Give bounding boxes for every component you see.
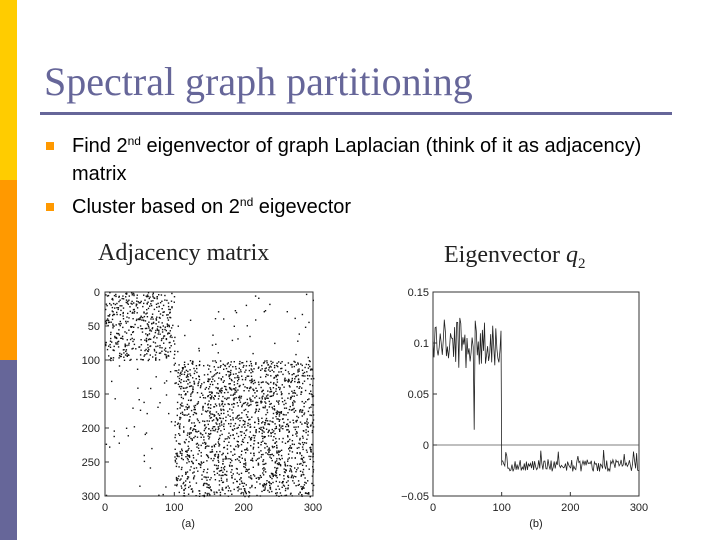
- eigenvector-title-subscript: 2: [577, 255, 586, 272]
- eigenvector-y-tick-label: 0: [423, 440, 429, 452]
- slide-title: Spectral graph partitioning: [44, 59, 473, 104]
- adjacency-dots: [105, 292, 315, 498]
- adjacency-plot-frame: [104, 291, 314, 497]
- adjacency-x-tick-label: 100: [165, 502, 183, 514]
- adjacency-chart-title: Adjacency matrix: [98, 240, 270, 266]
- adjacency-y-tick-label: 200: [82, 423, 100, 435]
- eigenvector-x-tick-label: 0: [430, 502, 436, 514]
- adjacency-x-tick-label: 200: [234, 502, 252, 514]
- adjacency-y-tick-label: 50: [88, 321, 100, 333]
- bullet-2-superscript: nd: [239, 195, 254, 209]
- eigenvector-chart-title: Eigenvector q2: [444, 242, 585, 273]
- eigenvector-plot-frame: [432, 291, 640, 497]
- square-bullet-icon: [46, 142, 54, 150]
- eigenvector-chart: 0.150.10.050−0.050 100 200 300(b): [401, 287, 648, 530]
- adjacency-y-tick-label: 100: [82, 355, 100, 367]
- bullet-2-text-post: eigevector: [253, 196, 352, 218]
- eigenvector-x-tick-label: 100: [492, 502, 510, 514]
- adjacency-x-tick-label: 300: [304, 502, 322, 514]
- eigenvector-y-tick-label: 0.1: [414, 338, 429, 350]
- eigenvector-title-text: Eigenvector: [444, 242, 560, 268]
- eigenvector-x-tick-label: 200: [561, 502, 579, 514]
- adjacency-y-tick-label: 0: [94, 287, 100, 299]
- accent-bar-middle: [0, 180, 17, 360]
- bullet-item-2: Cluster based on 2nd eigevector: [42, 193, 682, 221]
- eigenvector-title-symbol: q: [565, 242, 578, 268]
- bullet-1-superscript: nd: [127, 134, 141, 148]
- adjacency-y-tick-label: 300: [82, 491, 100, 503]
- eigenvector-y-tick-label: 0.05: [408, 389, 429, 401]
- accent-bar-top: [0, 0, 17, 180]
- adjacency-x-tick-label: 0: [102, 502, 108, 514]
- accent-bar-bottom: [0, 360, 17, 540]
- title-underline: [40, 112, 672, 115]
- bullet-list: Find 2nd eigenvector of graph Laplacian …: [42, 132, 682, 226]
- square-bullet-icon: [46, 203, 54, 211]
- bullet-1-text-post: eigenvector of graph Laplacian (think of…: [72, 135, 642, 185]
- bullet-2-text-pre: Cluster based on 2: [72, 196, 240, 218]
- eigenvector-x-tick-label: 300: [630, 502, 648, 514]
- eigenvector-y-tick-label: −0.05: [401, 491, 429, 503]
- adjacency-y-tick-label: 150: [82, 389, 100, 401]
- adjacency-y-tick-label: 250: [82, 457, 100, 469]
- bullet-1-text-pre: Find 2: [72, 135, 128, 157]
- eigenvector-y-tick-label: 0.15: [408, 287, 429, 299]
- eigenvector-caption: (b): [529, 518, 542, 530]
- bullet-item-1: Find 2nd eigenvector of graph Laplacian …: [42, 132, 682, 188]
- adjacency-caption: (a): [181, 518, 194, 530]
- eigenvector-series-line: [432, 317, 639, 473]
